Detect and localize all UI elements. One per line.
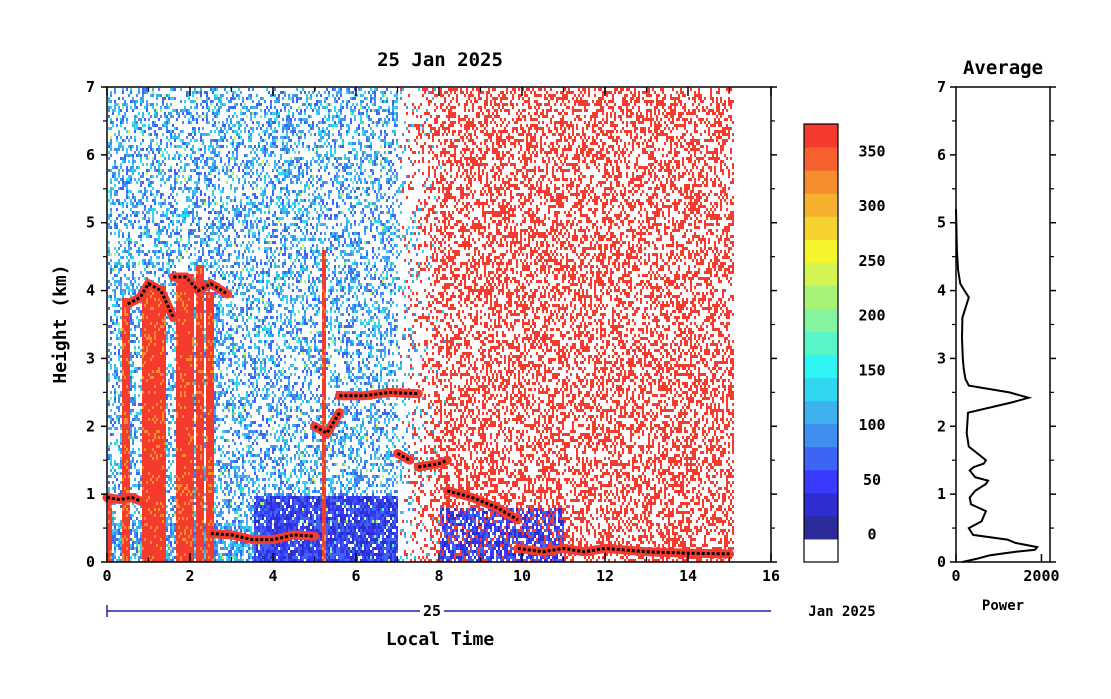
y-tick-label: 4: [86, 282, 95, 300]
colorbar-swatch: [804, 193, 838, 217]
average-y-tick-label: 3: [937, 349, 946, 367]
y-tick-label: 2: [86, 417, 95, 435]
date-axis-month: Jan 2025: [808, 604, 875, 620]
colorbar-tick-label: 250: [858, 252, 885, 270]
colorbar-tick-label: 150: [858, 361, 885, 379]
y-tick-label: 0: [86, 553, 95, 571]
colorbar-swatch: [804, 470, 838, 494]
average-y-tick-label: 1: [937, 485, 946, 503]
y-tick-label: 6: [86, 146, 95, 164]
colorbar-swatch: [804, 308, 838, 332]
average-power-profile: [956, 209, 1037, 562]
colorbar-swatch: [804, 331, 838, 355]
average-x-axis-label: Power: [982, 598, 1024, 614]
colorbar-swatch: [804, 424, 838, 448]
x-tick-label: 8: [434, 567, 443, 585]
average-x-tick-label: 2000: [1023, 567, 1059, 585]
x-tick-label: 4: [268, 567, 277, 585]
colorbar-swatch: [804, 378, 838, 402]
average-y-tick-label: 2: [937, 417, 946, 435]
colorbar-swatch: [804, 401, 838, 425]
colorbar-swatch: [804, 516, 838, 540]
colorbar-swatch: [804, 285, 838, 309]
colorbar-tick-label: 200: [858, 307, 885, 325]
average-panel-title: Average: [963, 57, 1043, 79]
main-chart-title: 25 Jan 2025: [377, 49, 503, 71]
colorbar-swatch: [804, 493, 838, 517]
x-tick-label: 10: [513, 567, 531, 585]
average-y-tick-label: 0: [937, 553, 946, 571]
colorbar-tick-label: 50: [863, 471, 881, 489]
average-y-tick-label: 6: [937, 146, 946, 164]
colorbar-tick-label: 300: [858, 197, 885, 215]
y-tick-label: 1: [86, 485, 95, 503]
x-tick-label: 14: [679, 567, 697, 585]
colorbar-swatch: [804, 447, 838, 471]
average-plot-frame: [956, 87, 1050, 562]
colorbar-swatch: [804, 216, 838, 240]
colorbar-ticks: 0 50 100 150 200 250 300 350: [858, 142, 885, 543]
y-tick-label: 7: [86, 78, 95, 96]
backscatter-heatmap: [108, 88, 734, 562]
average-y-tick-label: 4: [937, 282, 946, 300]
colorbar-swatch: [804, 124, 838, 148]
x-tick-label: 2: [185, 567, 194, 585]
x-axis-label: Local Time: [386, 629, 495, 650]
average-y-tick-label: 7: [937, 78, 946, 96]
y-tick-label: 5: [86, 214, 95, 232]
average-x-tick-label: 0: [951, 567, 960, 585]
colorbar-tick-label: 0: [867, 526, 876, 544]
date-axis-day: 25: [423, 602, 441, 620]
colorbar-tick-label: 350: [858, 142, 885, 160]
colorbar-swatch: [804, 539, 838, 563]
colorbar-swatch: [804, 170, 838, 194]
colorbar-swatch: [804, 147, 838, 171]
colorbar: [804, 124, 838, 563]
colorbar-swatch: [804, 262, 838, 286]
x-tick-label: 12: [596, 567, 614, 585]
colorbar-swatch: [804, 239, 838, 263]
y-axis-label: Height (km): [50, 264, 71, 383]
y-tick-label: 3: [86, 349, 95, 367]
average-y-tick-label: 5: [937, 214, 946, 232]
colorbar-tick-label: 100: [858, 416, 885, 434]
lidar-figure: 25 Jan 2025 Average 0 2 4 6 8 10 12 14 160123456…: [0, 0, 1111, 699]
x-tick-label: 0: [102, 567, 111, 585]
x-tick-label: 6: [351, 567, 360, 585]
x-tick-label: 16: [762, 567, 780, 585]
colorbar-swatch: [804, 355, 838, 379]
date-axis: 25 Jan 2025: [107, 601, 876, 620]
